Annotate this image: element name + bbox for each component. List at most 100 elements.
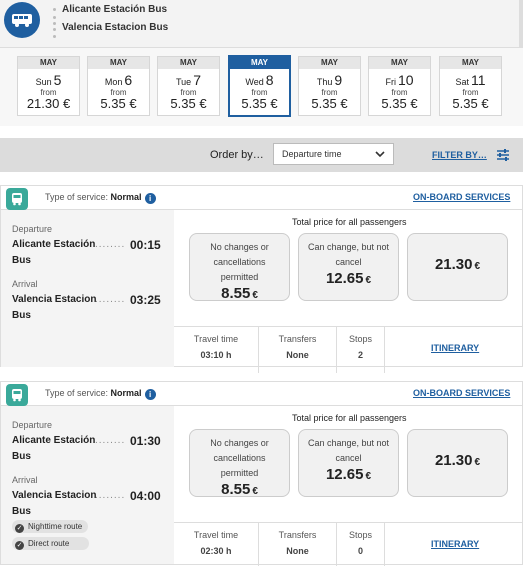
fare-conditions: No changes or cancellations permitted (190, 436, 289, 481)
arrival-station-line1: Valencia Estacion (12, 294, 97, 305)
date-from-label: from (321, 88, 338, 97)
arrival-time: 03:25 (130, 293, 161, 307)
filter-icon[interactable] (496, 148, 510, 165)
date-card-thu-9[interactable]: MAY Thu 9 from 5.35 € (298, 56, 361, 116)
fare-option-change[interactable]: Can change, but not cancel 12.65 € (298, 429, 399, 497)
order-by-label: Order by… (210, 149, 264, 161)
date-month: MAY (158, 57, 219, 69)
fare-condition-line: No changes or (210, 242, 269, 252)
onboard-services-link[interactable]: ON-BOARD SERVICES (413, 388, 511, 398)
fare-option-flexible[interactable]: 21.30 € (407, 233, 508, 301)
date-selector: MAY Sun 5 from 21.30 € MAY Mon 6 from 5.35… (0, 48, 523, 126)
trip-schedule: Departure Alicante Estación Bus ........ … (1, 406, 174, 564)
date-price: 5.35 € (170, 96, 207, 111)
fare-conditions: Can change, but not cancel (299, 436, 398, 466)
filter-by-link[interactable]: FILTER BY… (432, 150, 487, 160)
total-price-label: Total price for all passengers (292, 217, 407, 227)
fare-condition-line: Can change, but not (307, 242, 390, 252)
date-month: MAY (369, 57, 430, 69)
fare-condition-line: Can change, but not (307, 438, 390, 448)
fare-price: 21.30 € (408, 256, 507, 273)
transfers-value: None (286, 350, 309, 360)
chevron-down-icon (375, 150, 385, 160)
travel-time-label: Travel time (193, 334, 239, 344)
departure-station: Alicante Estación Bus (12, 433, 112, 465)
date-card-fri-10[interactable]: MAY Fri 10 from 5.35 € (368, 56, 431, 116)
date-card-wed-8-selected[interactable]: MAY Wed 8 from 5.35 € (228, 55, 291, 117)
date-price: 5.35 € (311, 96, 348, 111)
bus-icon (4, 2, 40, 38)
date-price: 21.30 € (26, 96, 71, 111)
fare-condition-line: cancellations (213, 257, 266, 267)
currency-symbol: € (474, 261, 481, 272)
stops: Stops 2 (337, 327, 385, 373)
date-month: MAY (299, 57, 360, 69)
date-weekday: Sun (35, 77, 52, 87)
departure-station: Alicante Estación Bus (12, 237, 112, 269)
stops: Stops 0 (337, 523, 385, 566)
service-type-value: Normal (110, 388, 142, 398)
bus-icon (6, 384, 28, 406)
order-select[interactable]: Departure time (273, 143, 394, 165)
date-card-sun-5[interactable]: MAY Sun 5 from 21.30 € (17, 56, 80, 116)
trip-card: Type of service: Normal i ON-BOARD SERVIC… (0, 185, 523, 373)
departure-label: Departure (12, 224, 53, 234)
date-price: 5.35 € (241, 96, 278, 111)
trip-schedule: Departure Alicante Estación Bus ........ … (1, 210, 174, 367)
fare-option-no-changes[interactable]: No changes or cancellations permitted 8.55… (189, 233, 290, 302)
date-month: MAY (230, 57, 289, 69)
fare-price: 8.55 € (190, 285, 289, 302)
fare-condition-line: cancel (335, 257, 362, 267)
stops-value: 2 (357, 350, 363, 360)
date-month: MAY (18, 57, 79, 69)
travel-time-label: Travel time (193, 530, 239, 540)
currency-symbol: € (365, 471, 372, 482)
date-weekday: Wed (245, 77, 264, 87)
date-from-label: from (110, 88, 127, 97)
info-icon[interactable]: i (144, 193, 156, 204)
info-icon[interactable]: i (144, 389, 156, 400)
fare-condition-line: cancel (335, 453, 362, 463)
date-day: 5 (53, 72, 62, 88)
trip-header: Type of service: Normal i ON-BOARD SERVIC… (1, 186, 522, 210)
transfers-label: Transfers (278, 334, 317, 344)
arrival-station-line2: Bus (12, 310, 31, 321)
date-weekday: Tue (176, 77, 192, 87)
fare-price: 8.55 € (190, 481, 289, 498)
date-weekday: Sat (455, 77, 469, 87)
itinerary-link[interactable]: ITINERARY (431, 343, 480, 353)
itinerary-link[interactable]: ITINERARY (431, 539, 480, 549)
direct-route-tag: ✓ Direct route (12, 537, 90, 550)
travel-time-value: 02:30 h (200, 546, 232, 556)
date-day: 10 (397, 72, 414, 88)
onboard-services-link[interactable]: ON-BOARD SERVICES (413, 192, 511, 202)
departure-station-line1: Alicante Estación (12, 435, 96, 446)
date-day: 11 (470, 72, 486, 88)
trip-card: Type of service: Normal i ON-BOARD SERVIC… (0, 381, 523, 566)
separator-dots: ........ (95, 239, 126, 250)
arrival-station: Valencia Estacion Bus (12, 292, 112, 324)
bus-icon (6, 188, 28, 210)
service-type-value: Normal (110, 192, 142, 202)
date-weekday: Thu (316, 77, 333, 87)
fare-option-no-changes[interactable]: No changes or cancellations permitted 8.55… (189, 429, 290, 498)
trip-pricing: Total price for all passengers No change… (174, 210, 522, 373)
date-card-tue-7[interactable]: MAY Tue 7 from 5.35 € (157, 56, 220, 116)
tag-label: Nighttime route (28, 522, 83, 531)
fare-option-change[interactable]: Can change, but not cancel 12.65 € (298, 233, 399, 301)
date-month: MAY (440, 57, 501, 69)
date-weekday: Fri (385, 77, 396, 87)
departure-station-line2: Bus (12, 255, 31, 266)
fare-condition-line: permitted (220, 468, 259, 478)
date-from-label: from (391, 88, 408, 97)
date-price: 5.35 € (100, 96, 137, 111)
date-day: 7 (193, 72, 201, 88)
route-origin: Alicante Estación Bus (62, 4, 168, 15)
service-type: Type of service: Normal i (45, 192, 156, 204)
date-card-mon-6[interactable]: MAY Mon 6 from 5.35 € (87, 56, 150, 116)
fare-option-flexible[interactable]: 21.30 € (407, 429, 508, 497)
arrival-label: Arrival (12, 279, 38, 289)
arrival-label: Arrival (12, 475, 38, 485)
departure-label: Departure (12, 420, 53, 430)
date-card-sat-11[interactable]: MAY Sat 11 from 5.35 € (439, 56, 502, 116)
